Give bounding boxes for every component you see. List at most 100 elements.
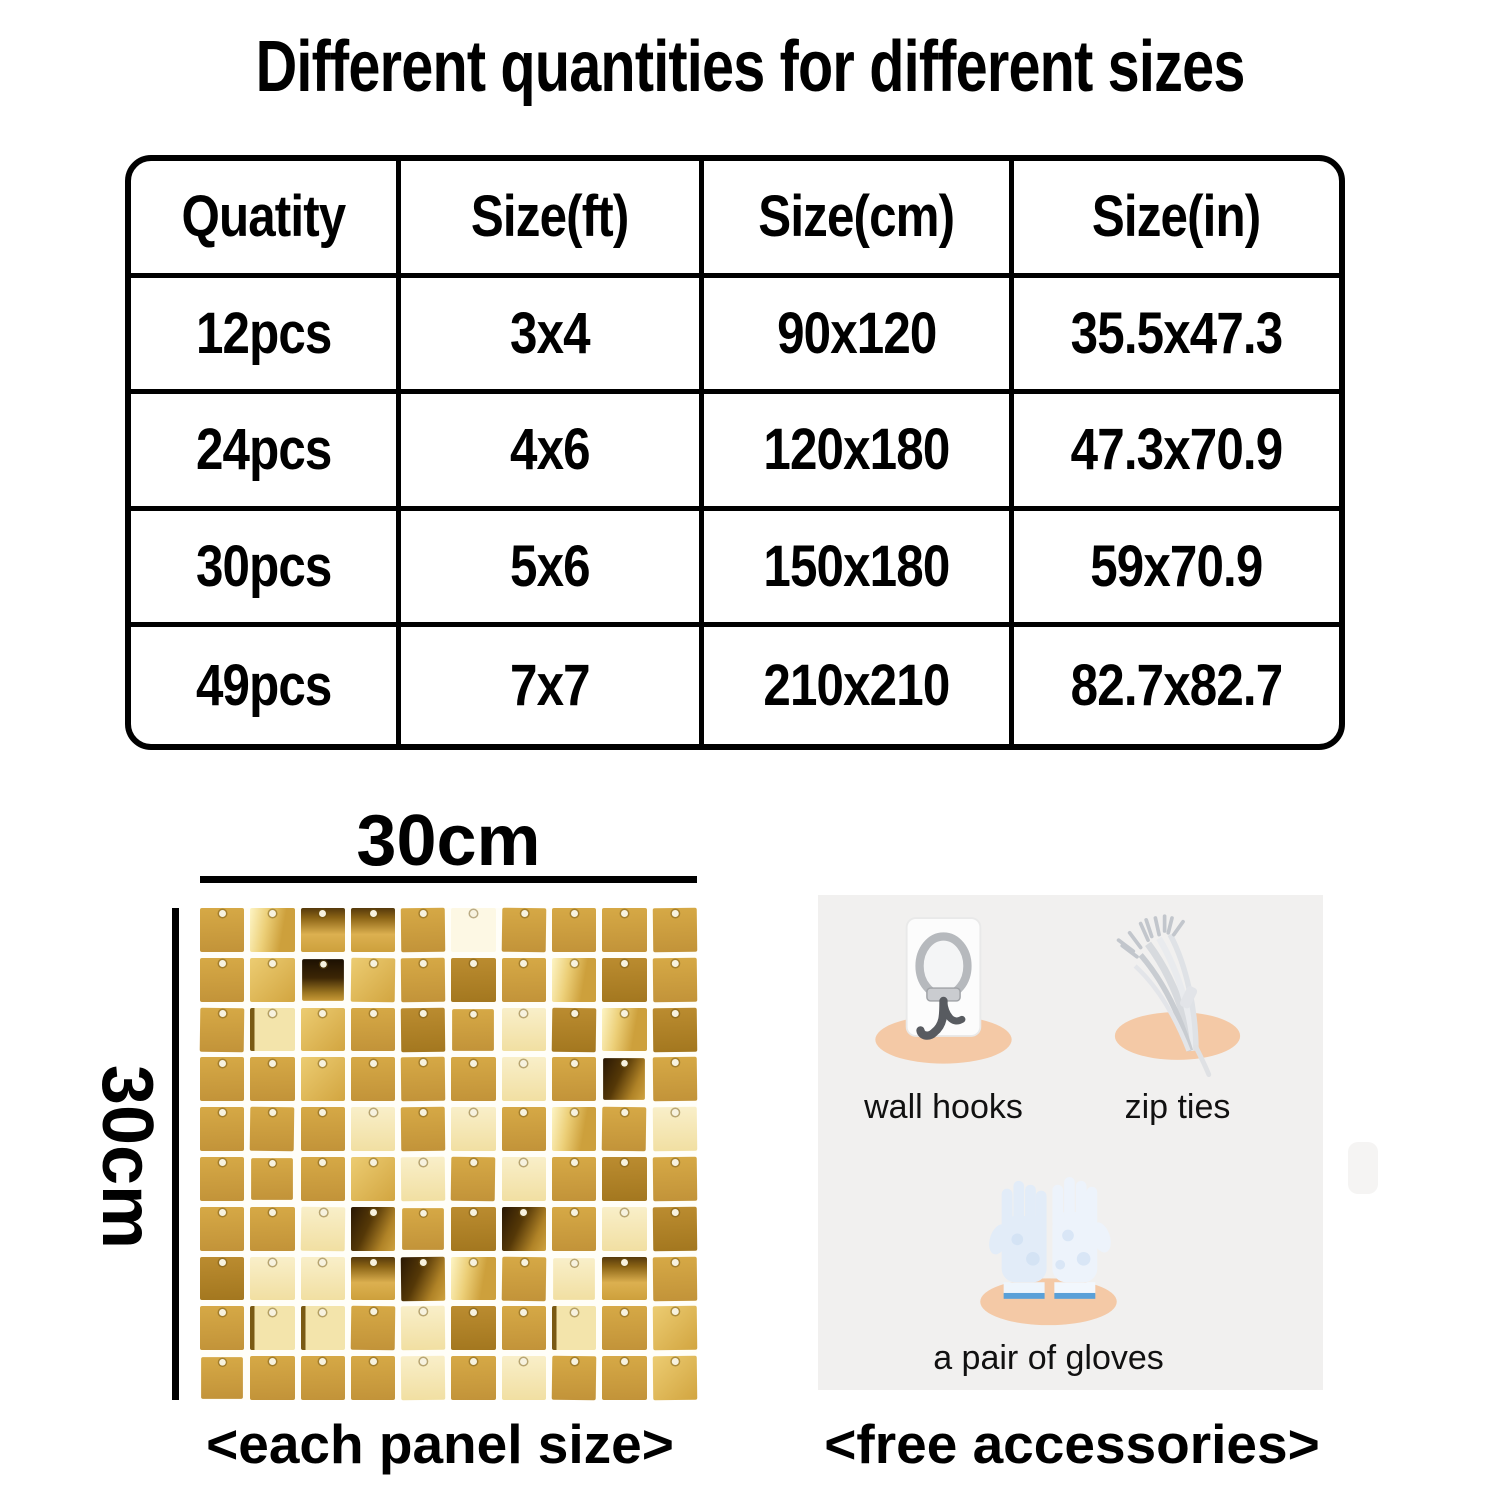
sequin-tile bbox=[200, 1156, 245, 1201]
sequin-tile bbox=[350, 1356, 396, 1400]
sequin-tile bbox=[400, 1306, 446, 1351]
sequin-tile bbox=[350, 1057, 396, 1102]
accessory-wall-hooks: wall hooks bbox=[836, 907, 1051, 1127]
sequin-tile bbox=[300, 1306, 345, 1351]
sequin-tile bbox=[300, 1256, 345, 1301]
table-cell: 12pcs bbox=[131, 277, 401, 395]
sequin-tile bbox=[652, 1106, 698, 1152]
sequin-tile bbox=[300, 1057, 345, 1102]
sequin-tile bbox=[400, 907, 446, 953]
table-header-cell: Size(in) bbox=[1014, 161, 1339, 278]
sequin-tile bbox=[250, 1256, 295, 1301]
sequin-tile bbox=[552, 908, 597, 952]
table-header-cell: Size(cm) bbox=[704, 161, 1014, 278]
height-dimension-line bbox=[172, 908, 179, 1400]
sequin-tile bbox=[602, 1106, 647, 1152]
sequin-tile bbox=[250, 1356, 295, 1400]
sequin-tile bbox=[652, 907, 698, 953]
sequin-tile bbox=[552, 1057, 597, 1102]
sequin-tile bbox=[602, 1206, 647, 1251]
table-cell: 30pcs bbox=[131, 510, 401, 628]
sequin-tile bbox=[400, 1355, 446, 1401]
panel-width-label: 30cm bbox=[356, 801, 541, 881]
sequin-tile bbox=[553, 1257, 596, 1300]
sequin-tile bbox=[652, 1306, 698, 1351]
sequin-tile bbox=[200, 1107, 245, 1151]
sequin-tile bbox=[451, 1306, 496, 1351]
sequin-tile bbox=[451, 1356, 496, 1400]
sequin-tile bbox=[452, 1008, 495, 1051]
zip-ties-label: zip ties bbox=[1124, 1088, 1231, 1126]
table-cell: 82.7x82.7 bbox=[1070, 653, 1284, 719]
sequin-tile bbox=[602, 1256, 647, 1301]
sequin-tile bbox=[250, 1057, 295, 1102]
sequin-tile bbox=[199, 1007, 245, 1052]
accessories-block: wall hooks zip ties bbox=[818, 895, 1323, 1390]
sequin-tile bbox=[400, 1256, 446, 1301]
sequin-tile bbox=[350, 1206, 396, 1251]
sequin-tile bbox=[400, 1106, 446, 1152]
sequin-tile bbox=[603, 1058, 646, 1101]
sequin-tile bbox=[501, 957, 547, 1002]
sequin-tile bbox=[551, 1355, 597, 1401]
sequin-tile bbox=[350, 957, 396, 1002]
sequin-tile bbox=[350, 1256, 396, 1301]
sequin-tile bbox=[552, 957, 597, 1002]
sequin-tile bbox=[200, 1256, 245, 1301]
accessory-zip-ties: zip ties bbox=[1070, 907, 1285, 1127]
width-dimension-line bbox=[200, 876, 697, 883]
sequin-tile bbox=[552, 1206, 597, 1251]
sequin-tile bbox=[552, 1156, 597, 1201]
table-cell: 7x7 bbox=[401, 627, 704, 744]
sequin-tile bbox=[201, 1357, 244, 1399]
table-cell: 3x4 bbox=[401, 277, 704, 395]
accessory-gloves: a pair of gloves bbox=[933, 1173, 1164, 1378]
sequin-tile bbox=[300, 908, 345, 952]
size-table: Quatity Size(ft) Size(cm) Size(in) 12pcs 3x4 9… bbox=[125, 155, 1345, 750]
table-cell: 59x70.9 bbox=[1014, 511, 1339, 628]
sequin-tile bbox=[552, 1306, 597, 1351]
sequin-tile bbox=[400, 1057, 446, 1102]
sequin-tile bbox=[501, 1156, 547, 1201]
panel-height-label: 30cm bbox=[87, 1064, 167, 1250]
sequin-tile bbox=[451, 1107, 496, 1151]
table-header-cell: Size(ft) bbox=[401, 161, 704, 278]
sequin-tile bbox=[652, 1355, 698, 1401]
sequin-tile bbox=[652, 1206, 698, 1251]
sequin-tile bbox=[300, 1007, 345, 1052]
sequin-tile bbox=[251, 1158, 294, 1200]
sequin-tile bbox=[451, 1057, 496, 1102]
sequin-tile bbox=[451, 1256, 496, 1301]
wall-hook-icon bbox=[875, 917, 1012, 1064]
sequin-tile bbox=[200, 1057, 245, 1102]
sequin-tile bbox=[501, 907, 547, 953]
sequin-tile bbox=[602, 1306, 647, 1351]
sequin-tile bbox=[652, 1256, 698, 1301]
sequin-tile bbox=[250, 1206, 295, 1251]
sequin-tile bbox=[250, 1306, 295, 1351]
sequin-tile bbox=[200, 957, 245, 1002]
sequin-tile bbox=[602, 1356, 647, 1400]
sequin-tile bbox=[200, 1306, 245, 1351]
sequin-tile bbox=[652, 957, 698, 1002]
sequin-tile bbox=[249, 1106, 295, 1152]
sequin-tile bbox=[300, 1107, 345, 1151]
sequin-tile bbox=[350, 1107, 396, 1151]
sequin-tile bbox=[250, 957, 295, 1002]
sequin-tile bbox=[552, 1107, 597, 1151]
table-cell: 35.5x47.3 bbox=[1014, 278, 1339, 395]
table-cell: 120x180 bbox=[704, 394, 1014, 511]
table-cell: 24pcs bbox=[131, 394, 401, 511]
sequin-tile bbox=[652, 1156, 698, 1202]
free-accessories-caption: <free accessories> bbox=[824, 1413, 1320, 1475]
table-header-cell: Quatity bbox=[131, 161, 401, 278]
sequin-tile bbox=[602, 1007, 647, 1052]
sequin-tile bbox=[250, 1007, 295, 1052]
sequin-tile bbox=[501, 1057, 547, 1102]
sequin-tile bbox=[400, 1007, 446, 1052]
table-cell: 150x180 bbox=[704, 510, 1014, 628]
sequin-tile bbox=[501, 1206, 547, 1251]
table-cell: 90x120 bbox=[704, 277, 1014, 395]
zip-ties-icon bbox=[1114, 914, 1241, 1078]
